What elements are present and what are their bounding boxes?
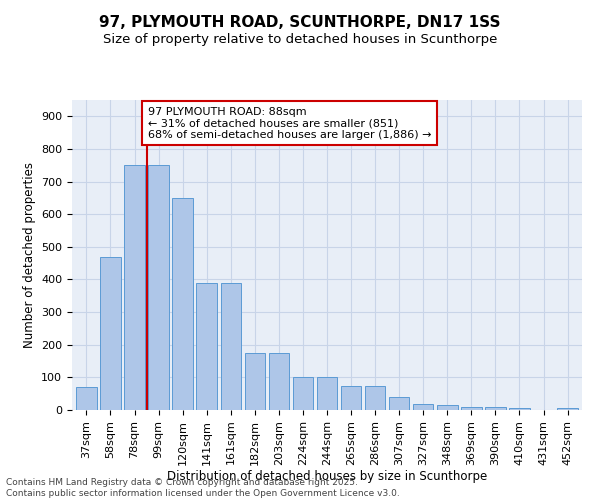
Bar: [76, 387, 97, 410]
Bar: [196, 282, 217, 410]
Bar: [245, 353, 265, 410]
Bar: [365, 386, 385, 410]
Bar: [437, 405, 458, 410]
Bar: [221, 282, 241, 410]
Bar: [413, 404, 433, 410]
Y-axis label: Number of detached properties: Number of detached properties: [23, 162, 35, 348]
Bar: [461, 406, 482, 410]
Text: Contains HM Land Registry data © Crown copyright and database right 2025.
Contai: Contains HM Land Registry data © Crown c…: [6, 478, 400, 498]
Bar: [341, 386, 361, 410]
Text: Size of property relative to detached houses in Scunthorpe: Size of property relative to detached ho…: [103, 32, 497, 46]
Bar: [148, 166, 169, 410]
Text: 97, PLYMOUTH ROAD, SCUNTHORPE, DN17 1SS: 97, PLYMOUTH ROAD, SCUNTHORPE, DN17 1SS: [99, 15, 501, 30]
Text: 97 PLYMOUTH ROAD: 88sqm
← 31% of detached houses are smaller (851)
68% of semi-d: 97 PLYMOUTH ROAD: 88sqm ← 31% of detache…: [148, 106, 431, 140]
Bar: [269, 353, 289, 410]
Bar: [509, 408, 530, 410]
Bar: [317, 378, 337, 410]
X-axis label: Distribution of detached houses by size in Scunthorpe: Distribution of detached houses by size …: [167, 470, 487, 484]
Bar: [124, 166, 145, 410]
Bar: [172, 198, 193, 410]
Bar: [293, 378, 313, 410]
Bar: [100, 256, 121, 410]
Bar: [485, 408, 506, 410]
Bar: [389, 397, 409, 410]
Bar: [557, 408, 578, 410]
